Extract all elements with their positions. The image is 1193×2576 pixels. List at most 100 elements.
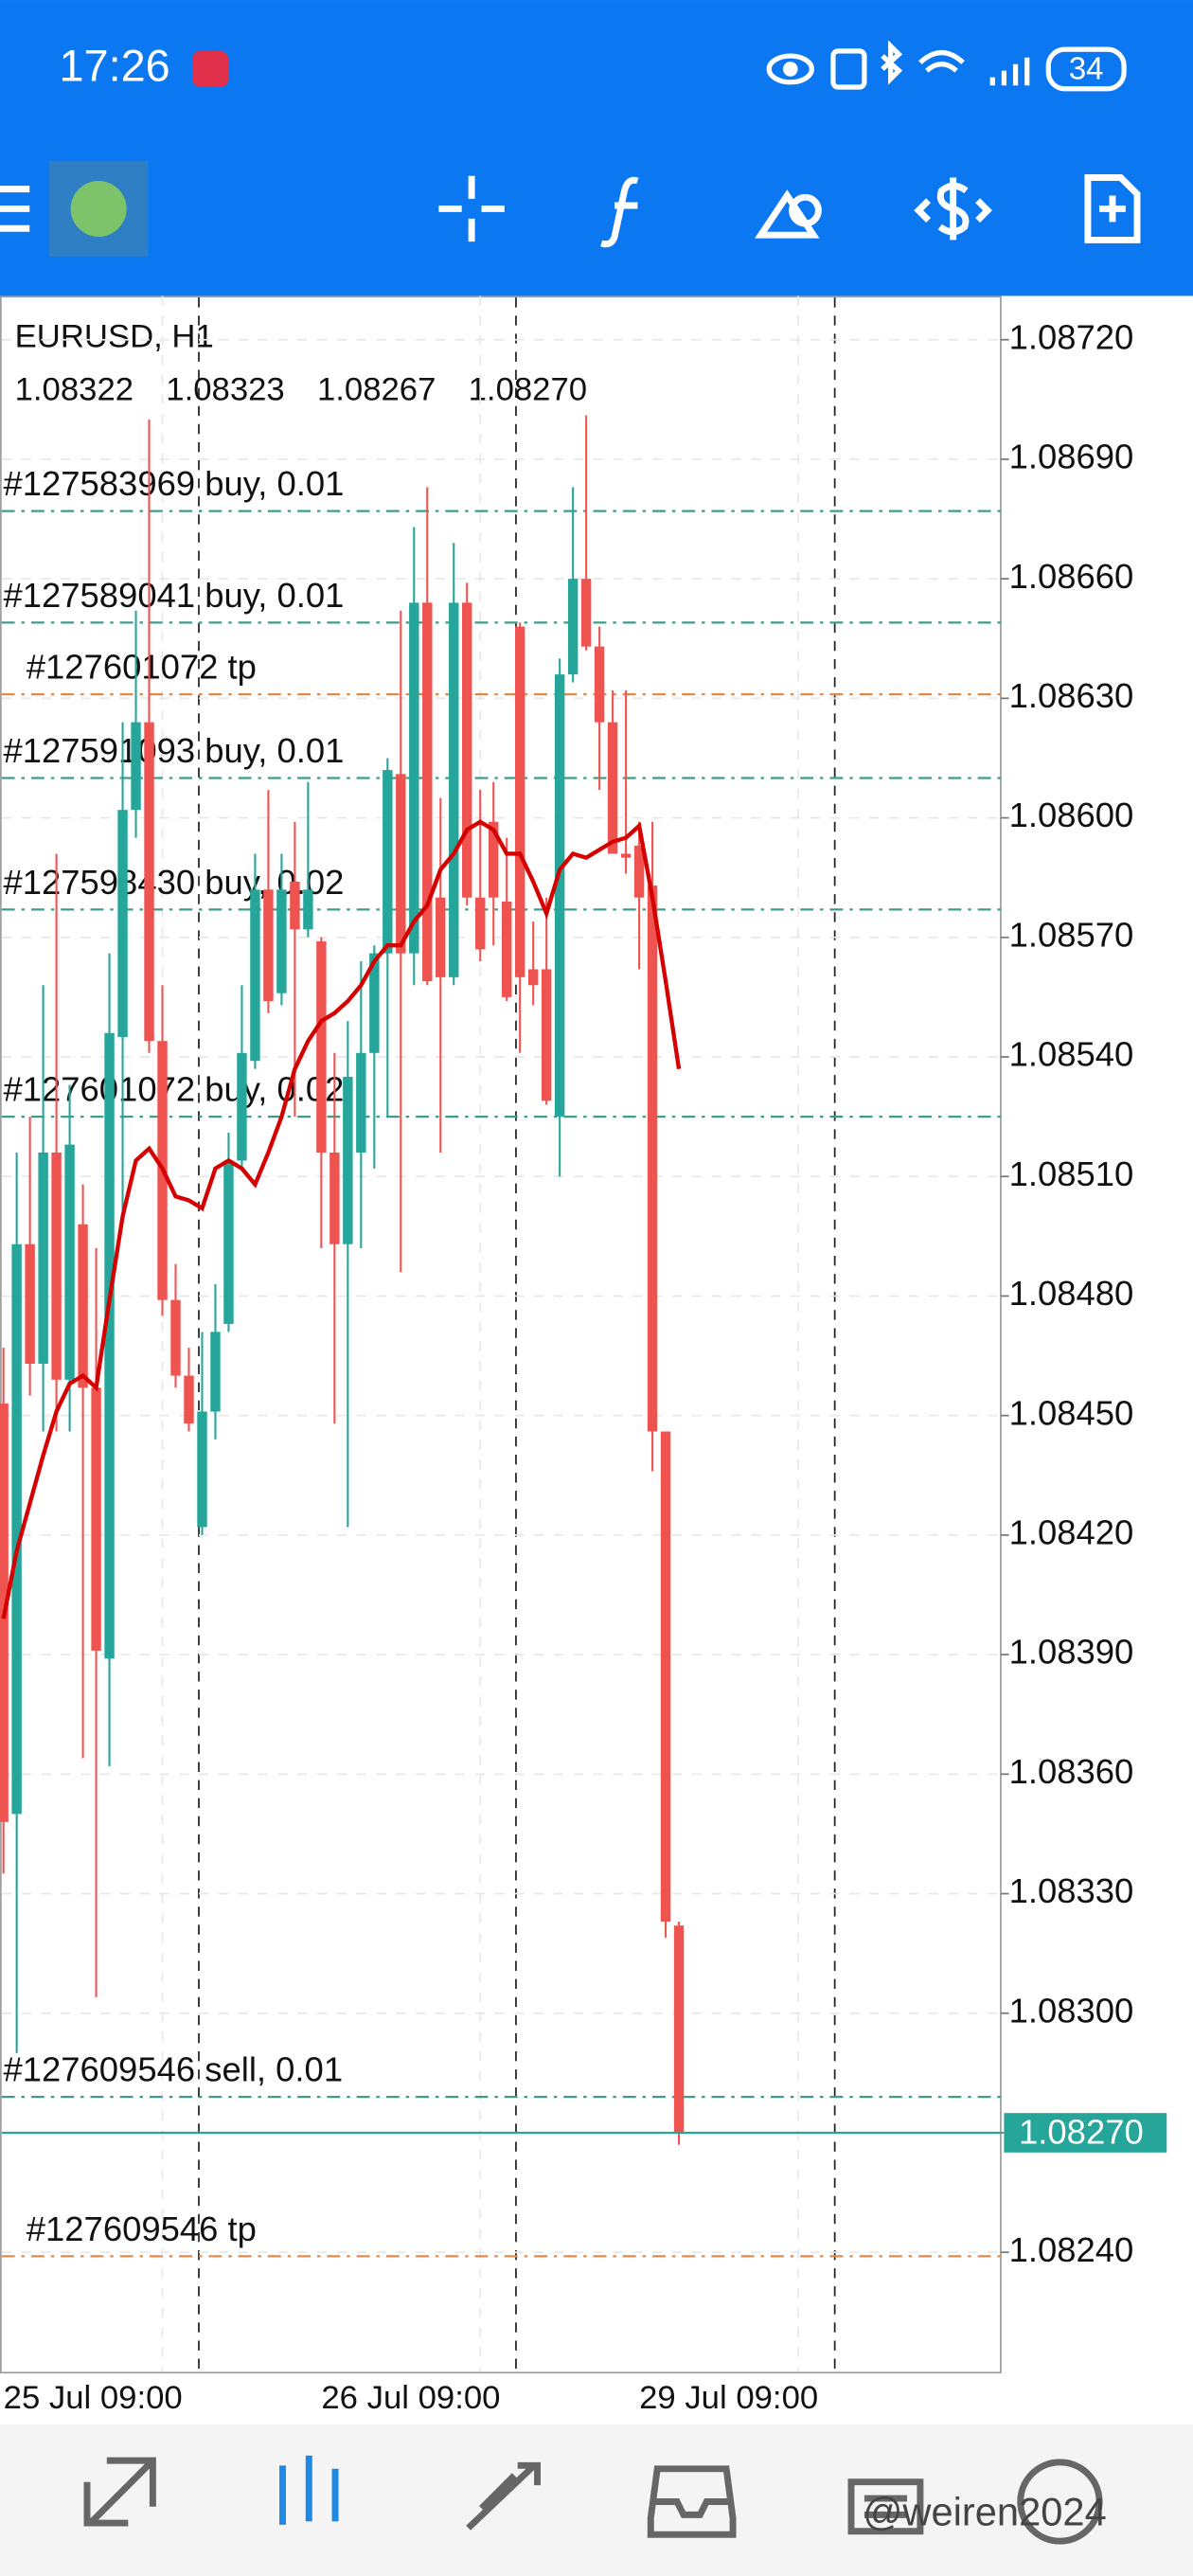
y-tick-label: 1.08450 (1009, 1393, 1134, 1432)
chart: EURUSD, H1 1.08322 1.08323 1.08267 1.08270 1.… (0, 295, 1167, 2416)
candle-body (78, 1224, 88, 1388)
candle-body (210, 1332, 221, 1412)
y-tick-label: 1.08600 (1009, 796, 1134, 834)
y-tick-label: 1.08570 (1009, 915, 1134, 954)
menu-button[interactable] (0, 186, 30, 232)
last-price-label: 1.08270 (1019, 2112, 1144, 2151)
candle-body (489, 821, 499, 898)
history-tab[interactable] (647, 2465, 737, 2538)
candle-body (409, 602, 419, 954)
candle-body (170, 1299, 181, 1376)
symbol-label: EURUSD, H1 (15, 319, 214, 355)
candle-body (197, 1411, 207, 1528)
candle-body (514, 626, 525, 977)
candle-body (541, 969, 552, 1101)
candle-body (237, 1052, 247, 1161)
candle-body (290, 881, 300, 930)
candle-body (527, 969, 539, 986)
candle-body (276, 889, 287, 993)
trade-button[interactable] (914, 177, 992, 241)
ohlc-value: 1.08323 (166, 371, 284, 407)
candle-body (369, 953, 380, 1053)
chat-tab[interactable] (1017, 2459, 1103, 2545)
status-icons (766, 40, 1127, 92)
y-tick-label: 1.08390 (1009, 1633, 1134, 1672)
candle-body (117, 810, 128, 1037)
candle-body (316, 941, 327, 1153)
moving-average (1, 819, 682, 1619)
y-tick-label: 1.08480 (1009, 1274, 1134, 1313)
candle-body (263, 889, 274, 1002)
quotes-tab[interactable] (83, 2457, 156, 2527)
candle-body (51, 1152, 62, 1380)
candle-body (647, 886, 658, 1432)
candle-body (501, 901, 512, 997)
chart-tab[interactable] (279, 2455, 339, 2525)
candle-body (104, 1032, 115, 1659)
candle-body (422, 602, 433, 982)
candle-body (64, 1144, 75, 1380)
messages-tab[interactable] (847, 2478, 924, 2535)
candle-body (633, 846, 645, 898)
watermark: @weiren2024 (863, 2489, 1107, 2533)
order-label: #127583969 buy, 0.01 (3, 464, 344, 503)
candle-body (449, 602, 459, 977)
trade-tab[interactable] (466, 2461, 541, 2531)
order-label: #127598430 buy, 0.02 (3, 863, 344, 902)
candle-body (329, 1152, 340, 1244)
candle-body (11, 1243, 22, 1815)
candle-body (343, 1077, 353, 1244)
candle-body (594, 646, 605, 723)
candle-body (223, 1160, 234, 1324)
y-tick-label: 1.08510 (1009, 1154, 1134, 1193)
x-tick-label: 29 Jul 09:00 (639, 2380, 818, 2416)
y-tick-label: 1.08720 (1009, 317, 1134, 356)
candle-body (383, 770, 393, 954)
order-label: #127609546 sell, 0.01 (3, 2050, 343, 2089)
order-label: #127589041 buy, 0.01 (3, 576, 344, 615)
toolbar (0, 161, 1141, 257)
notification-icon (192, 50, 229, 88)
chart-frame (0, 295, 1002, 2374)
y-tick-label: 1.08660 (1009, 557, 1134, 596)
y-tick-label: 1.08300 (1009, 1991, 1134, 2030)
candle-body (462, 602, 472, 898)
indicators-button[interactable] (600, 176, 639, 248)
candle-body (607, 722, 618, 854)
candle-body (131, 722, 141, 811)
app-header (0, 0, 1193, 296)
candle-body (91, 1387, 101, 1651)
candle-body (396, 774, 406, 954)
x-tick-label: 25 Jul 09:00 (4, 2380, 183, 2416)
bottom-nav (0, 2424, 1193, 2576)
y-tick-label: 1.08360 (1009, 1752, 1134, 1791)
candle-body (554, 674, 565, 1118)
order-label: #127591093 buy, 0.01 (3, 731, 344, 770)
order-label: #127609546 tp (27, 2209, 257, 2248)
app-logo-mark (70, 180, 127, 237)
candle-body (356, 1052, 366, 1153)
candle-body (144, 722, 154, 1042)
candle-body (475, 897, 486, 950)
ohlc-value: 1.08322 (15, 371, 134, 407)
x-tick-label: 26 Jul 09:00 (321, 2380, 500, 2416)
new-order-button[interactable] (1084, 174, 1141, 243)
candle-body (436, 897, 446, 977)
y-tick-label: 1.08240 (1009, 2230, 1134, 2269)
candle-body (673, 1925, 685, 2133)
objects-button[interactable] (755, 189, 822, 239)
y-tick-label: 1.08420 (1009, 1513, 1134, 1552)
candle-body (25, 1243, 35, 1364)
y-tick-label: 1.08330 (1009, 1871, 1134, 1910)
order-label: #127601072 tp (27, 648, 257, 687)
candle-body (250, 889, 260, 1062)
bottom-nav-icons (83, 2455, 1103, 2545)
candle-body (567, 579, 579, 675)
y-tick-label: 1.08540 (1009, 1035, 1134, 1074)
crosshair-button[interactable] (438, 175, 505, 242)
candle-body (580, 579, 592, 647)
battery-level: 34 (1069, 50, 1104, 85)
candle-body (38, 1152, 48, 1364)
